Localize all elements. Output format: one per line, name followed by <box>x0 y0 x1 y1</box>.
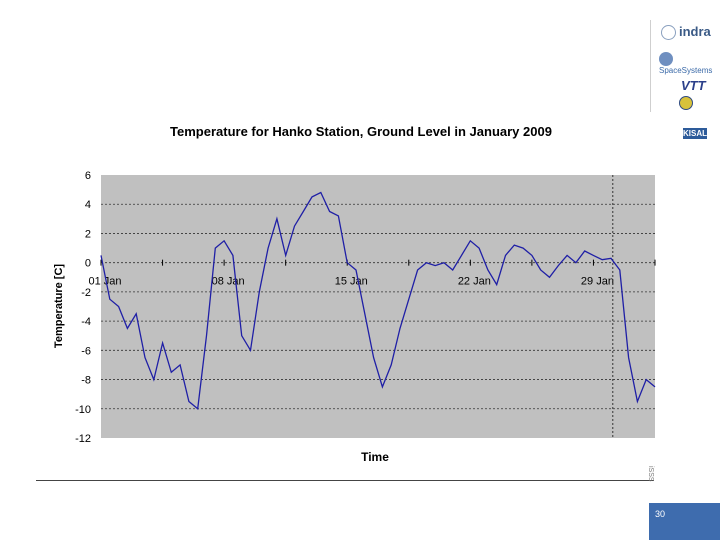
space-systems-logo-text: SpaceSystems <box>659 66 713 75</box>
x-tick-label: 01 Jan <box>88 276 121 288</box>
temperature-series-line <box>100 191 656 411</box>
x-tick-label: 08 Jan <box>212 276 245 288</box>
x-tick-label: 22 Jan <box>458 276 491 288</box>
x-axis-label: Time <box>361 450 389 464</box>
partner-logos: indra SpaceSystems VTT <box>650 20 720 112</box>
page-number-box: 30 <box>649 500 720 540</box>
y-tick-label: 6 <box>85 170 91 182</box>
space-systems-logo: SpaceSystems <box>659 52 720 75</box>
fmi-logo <box>679 96 693 115</box>
y-tick-label: -2 <box>81 287 91 299</box>
y-tick-labels: 6 4 2 0 -2 -4 -6 -8 -10 -12 <box>75 170 91 445</box>
footer-edge-text: iSSS <box>647 466 654 482</box>
y-tick-label: -4 <box>81 316 91 328</box>
page-number: 30 <box>655 509 666 519</box>
y-tick-label: -8 <box>81 375 91 387</box>
indra-logo: indra <box>661 24 711 41</box>
y-tick-label: 0 <box>85 258 91 270</box>
vtt-logo: VTT <box>681 78 706 93</box>
x-tick-label: 29 Jan <box>581 276 614 288</box>
x-tick-label: 15 Jan <box>335 276 368 288</box>
y-tick-label: -10 <box>75 404 91 416</box>
indra-logo-icon <box>661 25 676 41</box>
plot-area <box>101 175 655 438</box>
chart-title: Temperature for Hanko Station, Ground Le… <box>170 124 552 139</box>
fmi-logo-icon <box>679 96 693 110</box>
y-tick-label: 4 <box>85 199 91 211</box>
y-tick-label: 2 <box>85 228 91 240</box>
y-tick-label: -6 <box>81 345 91 357</box>
space-systems-logo-icon <box>659 52 673 66</box>
x-tick-marks <box>100 259 656 266</box>
y-tick-label: -12 <box>75 433 91 445</box>
indra-logo-text: indra <box>679 24 711 39</box>
kisalli-logo: KISALLI <box>683 128 715 139</box>
footer-divider <box>36 480 654 481</box>
grid-lines <box>101 203 655 410</box>
y-axis-label: Temperature [C] <box>53 264 65 348</box>
